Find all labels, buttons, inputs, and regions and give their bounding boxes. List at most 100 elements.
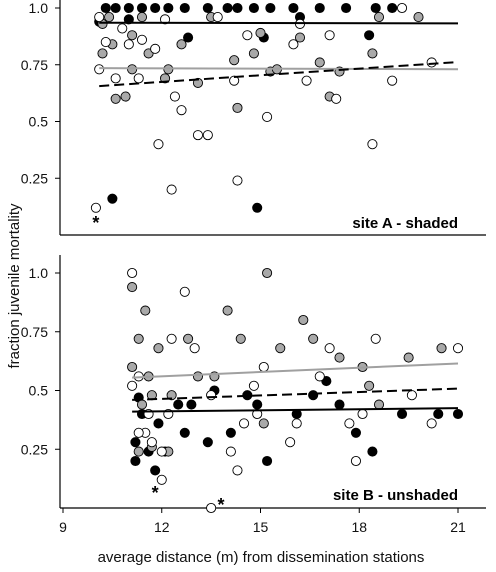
data-point-gray <box>229 55 240 66</box>
data-point-gray <box>298 314 309 326</box>
data-point-black <box>130 455 141 467</box>
data-point-gray <box>127 361 138 373</box>
data-point-white <box>110 73 121 84</box>
data-point-white <box>367 139 378 150</box>
trend-line-solid <box>132 362 459 379</box>
data-point-white <box>291 418 302 429</box>
data-point-white <box>238 418 250 429</box>
data-point-gray <box>373 399 385 410</box>
data-point-white <box>426 418 437 429</box>
y-tick-label: 0.75 <box>21 324 48 340</box>
data-point-gray <box>235 333 246 344</box>
data-point-gray <box>403 352 414 363</box>
data-point-black <box>396 408 408 420</box>
data-point-white <box>133 73 144 84</box>
data-point-gray <box>176 39 187 50</box>
data-point-black <box>222 2 233 14</box>
y-tick-label: 0.75 <box>21 57 48 73</box>
data-point-black <box>288 2 299 14</box>
data-point-black <box>252 399 263 410</box>
data-point-white <box>176 105 187 116</box>
panel-label: site B - unshaded <box>333 487 458 504</box>
data-point-gray <box>413 12 424 23</box>
data-point-black <box>367 446 378 457</box>
data-point-black <box>183 32 194 43</box>
asterisk-annotation: * <box>92 213 99 233</box>
data-point-gray <box>97 48 108 59</box>
data-point-black <box>308 390 319 401</box>
data-point-white <box>314 371 325 382</box>
data-point-gray <box>127 30 138 41</box>
data-point-black <box>232 2 243 14</box>
data-point-white <box>127 380 138 391</box>
data-point-white <box>146 437 157 448</box>
data-point-gray <box>373 12 385 23</box>
data-point-gray <box>314 57 325 68</box>
panel-label: site A - shaded <box>352 215 458 232</box>
data-point-white <box>156 474 167 485</box>
data-point-gray <box>436 343 447 354</box>
data-point-black <box>452 408 464 420</box>
data-point-gray <box>334 352 345 363</box>
y-tick-label: 0.25 <box>21 441 48 457</box>
data-point-white <box>189 343 200 354</box>
data-point-gray <box>153 343 164 354</box>
data-point-black <box>387 2 398 14</box>
data-point-black <box>248 2 259 14</box>
data-point-gray <box>262 267 273 279</box>
data-point-white <box>324 343 335 354</box>
data-point-white <box>248 380 259 391</box>
data-point-white <box>242 30 253 41</box>
x-tick-label: 15 <box>253 519 269 535</box>
x-tick-label: 9 <box>59 519 67 535</box>
data-point-black <box>130 437 141 448</box>
data-point-black <box>364 30 375 41</box>
data-point-black <box>314 2 325 14</box>
data-point-white <box>100 37 111 48</box>
data-point-white <box>94 64 105 75</box>
data-point-white <box>166 333 177 344</box>
data-point-white <box>159 14 171 25</box>
data-point-black <box>123 2 134 14</box>
data-point-white <box>136 34 148 45</box>
data-point-white <box>426 57 437 68</box>
data-point-black <box>153 418 164 429</box>
data-point-gray <box>133 446 144 457</box>
data-point-white <box>212 12 223 23</box>
data-point-gray <box>133 333 144 344</box>
data-point-white <box>258 361 269 373</box>
data-point-black <box>123 14 134 25</box>
data-point-white <box>225 446 236 457</box>
data-point-black <box>136 2 148 14</box>
data-point-white <box>179 286 190 297</box>
data-point-gray <box>183 333 194 344</box>
data-point-gray <box>255 27 266 39</box>
trend-line-solid <box>132 407 459 413</box>
data-point-white <box>192 130 204 141</box>
data-point-black <box>163 2 174 14</box>
x-tick-label: 12 <box>154 519 170 535</box>
data-point-white <box>324 30 335 41</box>
data-point-gray <box>248 48 259 59</box>
data-point-gray <box>140 305 151 316</box>
data-point-black <box>179 2 190 14</box>
trend-line-dashed <box>132 387 459 401</box>
trend-line-solid <box>99 21 459 25</box>
asterisk-annotation: * <box>152 483 159 503</box>
y-axis-title: fraction juvenile mortality <box>6 203 23 369</box>
data-point-gray <box>258 418 269 429</box>
asterisk-annotation: * <box>217 495 224 515</box>
data-point-gray <box>367 48 378 59</box>
data-point-black <box>252 202 263 213</box>
data-point-black <box>186 399 197 410</box>
data-point-black <box>179 427 190 438</box>
data-point-white <box>285 437 296 448</box>
data-point-gray <box>120 91 131 102</box>
data-point-white <box>387 75 398 86</box>
data-point-black <box>150 2 161 14</box>
data-point-white <box>357 408 368 420</box>
data-point-white <box>370 333 381 344</box>
data-point-white <box>331 93 342 104</box>
data-point-gray <box>127 64 138 75</box>
data-point-black <box>150 465 161 476</box>
